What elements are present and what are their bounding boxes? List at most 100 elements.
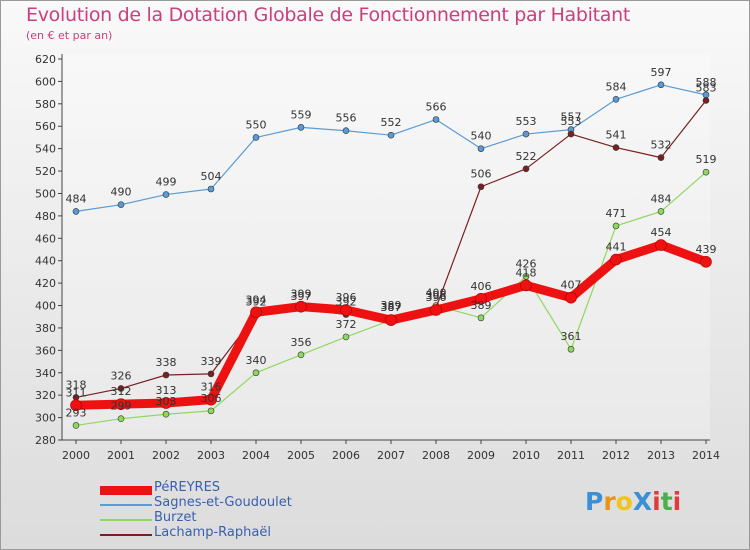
- x-tick-label: 2001: [107, 449, 135, 462]
- logo-letter: t: [660, 487, 673, 516]
- x-tick-label: 2013: [647, 449, 675, 462]
- data-label: 392: [336, 295, 357, 308]
- data-point: [567, 130, 575, 138]
- data-point: [432, 116, 440, 123]
- y-tick-label: 480: [35, 210, 56, 223]
- logo-letter: r: [603, 487, 616, 516]
- data-point: [477, 183, 485, 191]
- data-point: [475, 293, 487, 305]
- data-label: 552: [381, 116, 402, 129]
- data-point: [342, 333, 350, 341]
- data-point: [252, 369, 260, 377]
- data-point: [72, 422, 80, 429]
- logo-letter: P: [585, 487, 604, 516]
- y-tick-label: 600: [35, 75, 56, 88]
- data-label: 396: [336, 291, 357, 304]
- data-point: [657, 208, 665, 215]
- y-tick-label: 400: [35, 300, 56, 313]
- data-label: 454: [651, 226, 672, 239]
- legend-label: Lachamp-Raphaël: [154, 525, 271, 540]
- data-label: 389: [381, 299, 402, 312]
- y-tick-label: 420: [35, 277, 56, 290]
- x-tick-label: 2000: [62, 449, 90, 462]
- data-label: 504: [201, 170, 222, 183]
- data-label: 418: [516, 266, 537, 279]
- y-tick-label: 520: [35, 165, 56, 178]
- y-tick-label: 620: [35, 53, 56, 66]
- data-point: [657, 154, 665, 161]
- data-point: [115, 398, 127, 410]
- data-label: 338: [156, 356, 177, 369]
- data-label: 559: [291, 108, 312, 121]
- y-tick-label: 340: [35, 367, 56, 380]
- data-label: 406: [471, 280, 492, 293]
- data-point: [700, 256, 712, 268]
- data-label: 396: [426, 291, 447, 304]
- data-label: 400: [426, 287, 447, 300]
- data-label: 392: [246, 295, 267, 308]
- data-point: [430, 304, 442, 316]
- data-label: 313: [156, 384, 177, 397]
- data-point: [565, 291, 577, 304]
- data-point: [655, 239, 667, 251]
- data-label: 441: [606, 241, 627, 254]
- data-label: 484: [651, 192, 672, 205]
- data-label: 306: [201, 392, 222, 405]
- data-label: 541: [606, 129, 627, 142]
- data-point: [612, 144, 620, 151]
- data-point: [612, 96, 620, 103]
- chart-title: Evolution de la Dotation Globale de Fonc…: [26, 4, 631, 26]
- x-tick-label: 2008: [422, 449, 450, 462]
- y-tick-label: 380: [35, 322, 56, 335]
- data-label: 312: [111, 385, 132, 398]
- data-point: [612, 222, 620, 230]
- x-tick-label: 2014: [692, 449, 720, 462]
- data-point: [477, 145, 485, 152]
- data-label: 490: [111, 186, 132, 199]
- data-label: 553: [516, 115, 537, 128]
- legend-label: Burzet: [154, 510, 197, 525]
- data-label: 326: [111, 369, 132, 382]
- data-point: [385, 314, 397, 326]
- legend-swatch: [100, 504, 152, 506]
- legend-label: PéREYRES: [154, 480, 221, 495]
- data-label: 484: [66, 192, 87, 205]
- x-tick-label: 2012: [602, 449, 630, 462]
- x-tick-label: 2002: [152, 449, 180, 462]
- legend-swatch: [100, 486, 152, 495]
- data-point: [117, 415, 125, 423]
- data-point: [520, 279, 532, 292]
- data-label: 522: [516, 150, 537, 163]
- data-label: 426: [516, 257, 537, 270]
- data-point: [477, 314, 485, 322]
- data-point: [207, 185, 215, 193]
- data-label: 550: [246, 118, 267, 131]
- data-label: 387: [381, 301, 402, 314]
- chart-subtitle: (en € et par an): [26, 29, 113, 42]
- data-label: 387: [381, 301, 402, 314]
- data-label: 439: [696, 243, 717, 256]
- x-tick-label: 2003: [197, 449, 225, 462]
- data-point: [522, 165, 530, 173]
- data-point: [117, 385, 125, 392]
- x-tick-label: 2007: [377, 449, 405, 462]
- data-label: 389: [471, 299, 492, 312]
- data-label: 311: [66, 386, 87, 399]
- legend-swatch: [100, 534, 152, 536]
- y-tick-label: 540: [35, 143, 56, 156]
- data-label: 339: [201, 355, 222, 368]
- data-point: [72, 208, 80, 215]
- data-label: 394: [246, 293, 267, 306]
- y-tick-label: 320: [35, 389, 56, 402]
- x-tick-label: 2005: [287, 449, 315, 462]
- plot-area: [62, 54, 710, 440]
- data-label: 318: [66, 378, 87, 391]
- data-point: [207, 407, 215, 415]
- data-point: [295, 300, 307, 313]
- y-tick-label: 580: [35, 98, 56, 111]
- data-point: [297, 351, 305, 359]
- data-point: [70, 399, 82, 412]
- data-point: [207, 370, 215, 378]
